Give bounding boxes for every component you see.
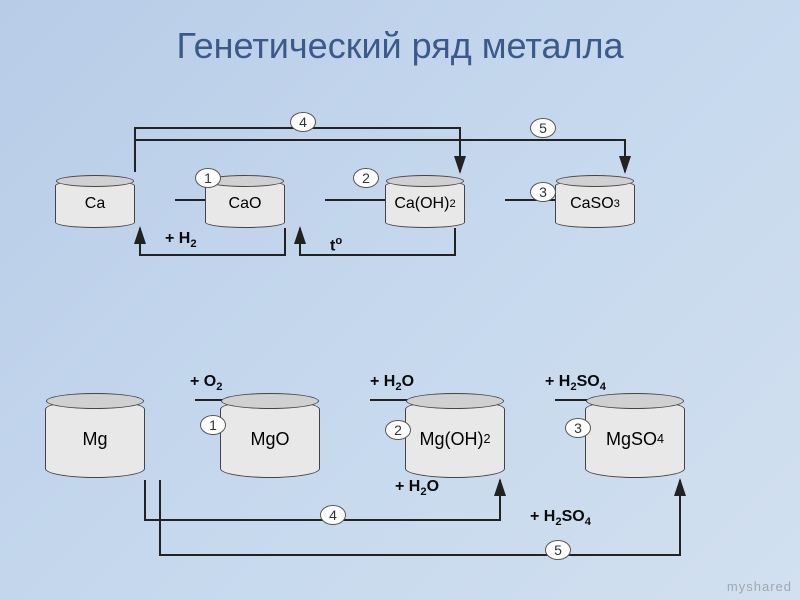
d1-step-4: 4 (290, 112, 316, 132)
d2-node-mgoh2: Mg(OH)2 (405, 400, 505, 478)
d2-node-mg: Mg (45, 400, 145, 478)
d2-step-2: 2 (385, 420, 411, 440)
d1-node-caso3: CaSO3 (555, 180, 635, 228)
d1-arrow-6 (300, 228, 455, 255)
d1-node-ca: Ca (55, 180, 135, 228)
arrow-layer (0, 0, 800, 600)
d2-step-1: 1 (200, 415, 226, 435)
d1-node-cao: CaO (205, 180, 285, 228)
d2-step-3: 3 (565, 418, 591, 438)
d2-label-0: + O2 (190, 373, 222, 393)
d1-step-3: 3 (530, 182, 556, 202)
d2-label-1: + H2O (370, 373, 414, 393)
d1-label-0: + H2 (165, 230, 197, 250)
diagram-container: Ca CaO Ca(OH)2 CaSO3 Mg MgO Mg(OH)2 MgSO4 1 2 3 4 5… (0, 0, 800, 600)
d1-step-5: 5 (530, 118, 556, 138)
d1-arrow-3 (135, 128, 460, 172)
d2-label-2: + H2SO4 (545, 373, 606, 393)
d2-label-4: + H2SO4 (530, 508, 591, 528)
watermark: myshared (727, 579, 792, 594)
d2-step-4: 4 (320, 505, 346, 525)
d2-node-mgso4: MgSO4 (585, 400, 685, 478)
d2-label-3: + H2O (395, 478, 439, 498)
d2-node-mgo: MgO (220, 400, 320, 478)
d1-node-caoh2: Ca(OH)2 (385, 180, 465, 228)
d2-step-5: 5 (545, 540, 571, 560)
d1-step-1: 1 (195, 168, 221, 188)
d1-arrow-5 (140, 228, 285, 255)
d1-step-2: 2 (353, 168, 379, 188)
d1-label-1: to (330, 235, 342, 255)
